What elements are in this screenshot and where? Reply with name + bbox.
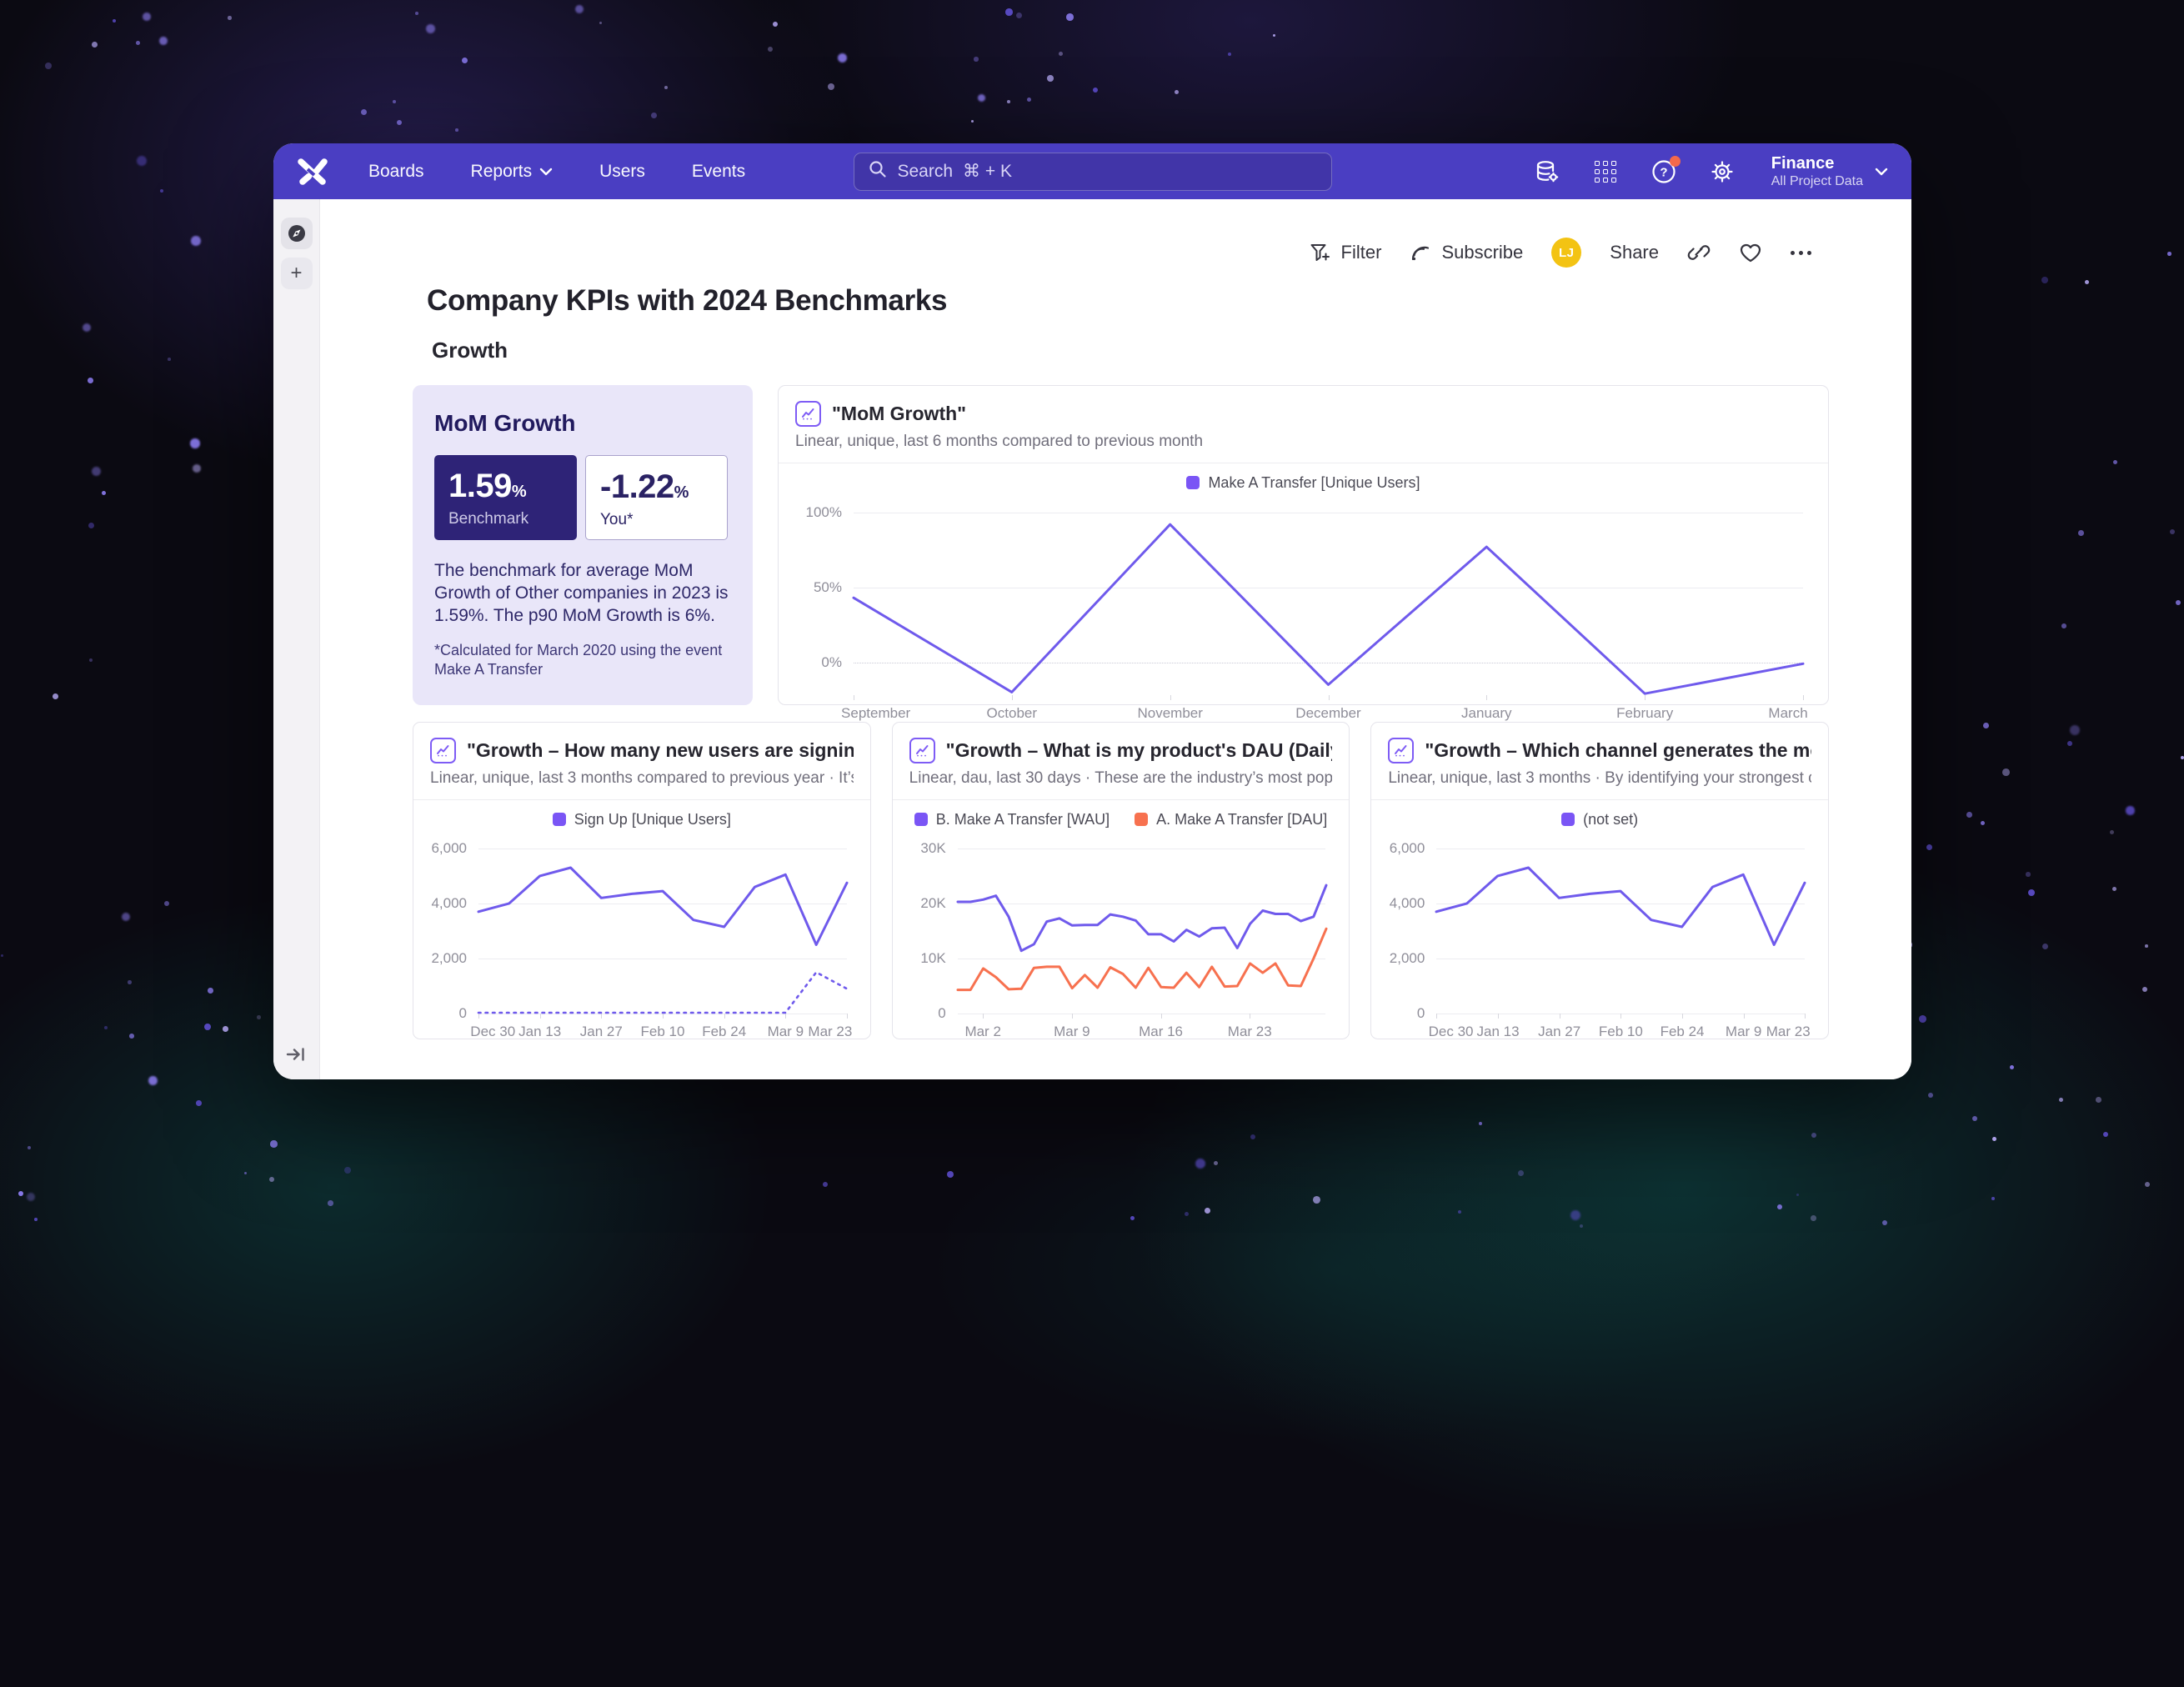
line-chart-icon: [909, 738, 935, 763]
line-chart-icon: [1388, 738, 1415, 763]
chart-card-mom-growth[interactable]: "MoM Growth" Linear, unique, last 6 mont…: [778, 385, 1829, 721]
avatar[interactable]: LJ: [1551, 238, 1582, 268]
notification-dot: [1669, 155, 1681, 167]
legend-item[interactable]: Make A Transfer [Unique Users]: [1186, 474, 1420, 492]
left-sidebar: +: [273, 199, 320, 1079]
channels-chart[interactable]: 6,000 4,000 2,000 0 Dec 30 Jan 13 Jan 27 Feb 10…: [1389, 839, 1811, 1039]
chart-subtitle: Linear, unique, last 6 months compared t…: [795, 433, 1204, 450]
help-icon[interactable]: ?: [1650, 155, 1681, 186]
dashboard-content: Filter Subscribe LJ Share: [320, 199, 1911, 1079]
svg-text:?: ?: [1660, 165, 1667, 179]
benchmark-footnote: *Calculated for March 2020 using the eve…: [434, 641, 723, 678]
mom-growth-chart[interactable]: 100% 50% 0% September October November Decembe…: [805, 503, 1808, 721]
you-value-box: -1.22% You*: [585, 455, 728, 540]
chart-title[interactable]: "Growth – What is my product's DAU (Dail…: [945, 739, 1333, 761]
benchmark-card-title: MoM Growth: [434, 410, 576, 436]
chart-legend: B. Make A Transfer [WAU] A. Make A Transf…: [909, 808, 1333, 830]
filter-button[interactable]: Filter: [1310, 242, 1381, 263]
navbar-right-cluster: ? Finance All Project Data: [1533, 153, 1888, 189]
nav-item-users[interactable]: Users: [599, 161, 645, 181]
legend-item[interactable]: Sign Up [Unique Users]: [552, 811, 731, 828]
mixpanel-logo-icon[interactable]: [297, 158, 332, 186]
filter-icon: [1310, 244, 1330, 261]
legend-item[interactable]: B. Make A Transfer [WAU]: [914, 811, 1110, 828]
search-icon: [868, 159, 888, 184]
copy-link-icon[interactable]: [1687, 242, 1711, 263]
benchmark-description: The benchmark for average MoM Growth of …: [434, 561, 729, 625]
project-scope: All Project Data: [1771, 173, 1863, 188]
board-actions-row: Filter Subscribe LJ Share: [320, 199, 1911, 271]
legend-item[interactable]: (not set): [1561, 811, 1638, 828]
chevron-down-icon: [539, 168, 553, 175]
chart-subtitle: Linear, unique, last 3 months · By ident…: [1388, 769, 1811, 787]
expand-sidebar-icon[interactable]: [285, 1045, 307, 1068]
benchmark-label: Benchmark: [448, 510, 529, 528]
search-input[interactable]: Search ⌘ + K: [853, 152, 1332, 191]
nav-item-events[interactable]: Events: [691, 161, 746, 181]
rss-icon: [1412, 246, 1430, 261]
chart-card-dau[interactable]: "Growth – What is my product's DAU (Dail…: [891, 722, 1350, 1042]
chevron-down-icon: [1875, 168, 1888, 175]
settings-gear-icon[interactable]: [1708, 158, 1736, 186]
you-label: You*: [600, 511, 634, 528]
chart-legend: (not set): [1388, 808, 1811, 830]
chart-card-signups[interactable]: "Growth – How many new users are signing…: [413, 722, 871, 1039]
top-navbar: Boards Reports Users Events Search ⌘ + K: [273, 143, 1911, 199]
benchmark-value-box: 1.59% Benchmark: [434, 455, 577, 540]
apps-grid-icon[interactable]: [1591, 158, 1620, 186]
signups-chart[interactable]: 6,000 4,000 2,000 0 Dec 30 Jan 13 Jan 27 Feb 10…: [431, 839, 853, 1039]
chart-card-channels[interactable]: "Growth – Which channel generates the mo…: [1370, 722, 1830, 1039]
chart-title[interactable]: "Growth – How many new users are signing…: [467, 739, 854, 761]
subscribe-button[interactable]: Subscribe: [1410, 242, 1523, 263]
nav-menu: Boards Reports Users Events: [368, 162, 745, 182]
more-menu-button[interactable]: [1791, 250, 1811, 255]
chart-subtitle: Linear, dau, last 30 days · These are th…: [909, 769, 1333, 787]
dau-chart[interactable]: 30K 20K 10K 0 Mar 2 Mar 9 Mar 16 Mar 23: [909, 832, 1333, 1042]
section-title: Growth: [432, 338, 508, 363]
line-chart-icon: [430, 738, 456, 763]
benchmark-card[interactable]: MoM Growth 1.59% Benchmark -1.22% You* T…: [413, 385, 753, 705]
project-name: Finance: [1771, 153, 1835, 173]
app-window: Boards Reports Users Events Search ⌘ + K: [273, 143, 1911, 1079]
search-placeholder: Search: [897, 161, 954, 181]
chart-subtitle: Linear, unique, last 3 months compared t…: [430, 769, 854, 787]
favorite-heart-icon[interactable]: [1739, 243, 1762, 263]
nav-item-boards[interactable]: Boards: [368, 161, 424, 181]
search-shortcut: ⌘ + K: [963, 162, 1012, 181]
chart-legend: Make A Transfer [Unique Users]: [795, 472, 1811, 493]
share-button[interactable]: Share: [1610, 242, 1659, 263]
add-board-button[interactable]: +: [280, 258, 313, 289]
legend-item[interactable]: A. Make A Transfer [DAU]: [1135, 811, 1327, 828]
board-icon[interactable]: [280, 218, 313, 249]
chart-title[interactable]: "MoM Growth": [832, 403, 967, 424]
nav-item-reports[interactable]: Reports: [471, 162, 554, 182]
chart-title[interactable]: "Growth – Which channel generates the mo…: [1425, 739, 1811, 761]
page-title: Company KPIs with 2024 Benchmarks: [427, 284, 948, 317]
chart-legend: Sign Up [Unique Users]: [430, 808, 854, 830]
project-switcher[interactable]: Finance All Project Data: [1771, 153, 1888, 189]
data-management-icon[interactable]: [1533, 158, 1561, 186]
line-chart-icon: [795, 401, 821, 427]
